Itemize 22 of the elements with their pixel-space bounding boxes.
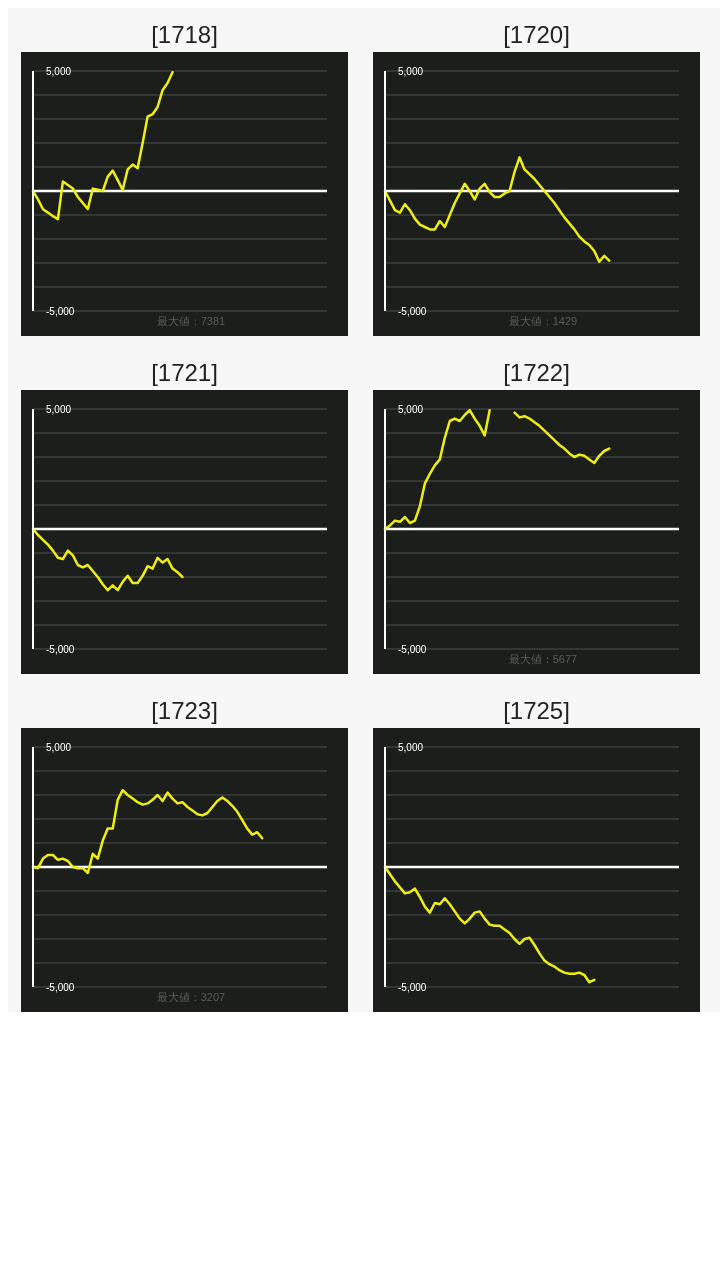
chart-title: [1723]: [150, 696, 219, 726]
chart-title: [1721]: [150, 358, 219, 388]
line-series: [31, 788, 264, 875]
chart-title: [1725]: [502, 696, 571, 726]
line-series: [31, 527, 184, 592]
chart-title: [1720]: [502, 20, 571, 50]
line-series: [383, 156, 611, 264]
y-tick-label: -5,000: [398, 305, 427, 317]
y-tick-label: -5,000: [46, 981, 75, 993]
y-tick-label: -5,000: [46, 305, 75, 317]
y-tick-label: 5,000: [398, 741, 424, 753]
y-tick-label: 5,000: [46, 741, 72, 753]
chart-title: [1722]: [502, 358, 571, 388]
y-tick-label: 5,000: [46, 65, 72, 77]
y-tick-label: 5,000: [398, 403, 424, 415]
y-tick-label: 5,000: [398, 65, 424, 77]
line-series: [383, 865, 596, 984]
y-tick-label: -5,000: [46, 643, 75, 655]
y-tick-label: 5,000: [46, 403, 72, 415]
y-tick-label: -5,000: [398, 981, 427, 993]
chart-title: [1718]: [150, 20, 219, 50]
y-tick-label: -5,000: [398, 643, 427, 655]
